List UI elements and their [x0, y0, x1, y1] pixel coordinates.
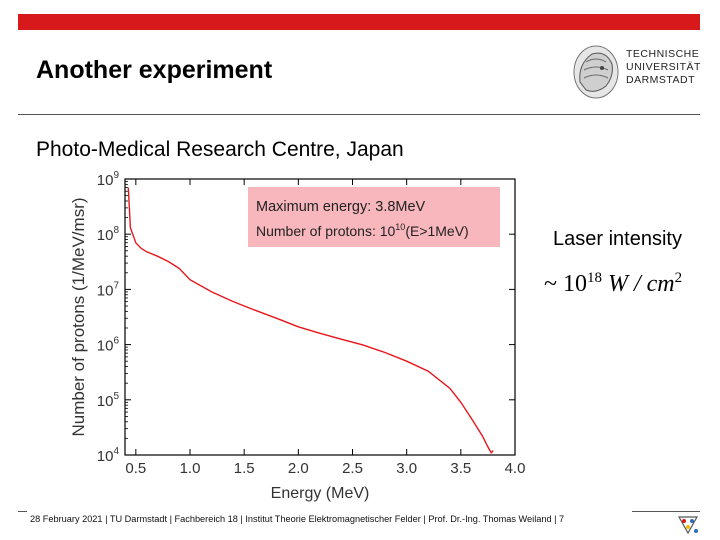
formula-unit: W / cm: [601, 271, 675, 297]
logo-line-1: TECHNISCHE: [626, 48, 700, 60]
annotation-background: [248, 187, 500, 247]
y-tick-label: 109: [97, 170, 120, 189]
header-divider: [18, 114, 700, 115]
x-tick-label: 3.5: [450, 460, 471, 477]
athena-seal-icon: [573, 45, 619, 99]
proton-spectrum-chart: 104 105 106 107 108 109 0.5 1.0 1.5 2.0 2.5 3.0 3.5…: [69, 170, 526, 502]
annotation-proton-count: Number of protons: 1010(E>1MeV): [256, 222, 469, 239]
y-tick-label: 108: [97, 225, 120, 244]
y-tick-label: 104: [97, 446, 120, 465]
formula-unit-exponent: 2: [674, 270, 683, 286]
logo-wordmark: TECHNISCHE UNIVERSITÄT DARMSTADT: [626, 48, 701, 87]
chart-annotation: Maximum energy: 3.8MeV Number of protons…: [248, 187, 500, 247]
laser-intensity-formula: ~ 1018 W / cm2: [544, 270, 682, 298]
x-tick-label: 3.0: [396, 460, 417, 477]
x-tick-label: 1.0: [180, 460, 201, 477]
university-logo: TECHNISCHE UNIVERSITÄT DARMSTADT: [566, 42, 702, 102]
proton-spectrum-line: [127, 187, 494, 454]
y-tick-label: 107: [97, 280, 120, 299]
x-tick-label: 2.0: [288, 460, 309, 477]
y-tick-label: 106: [97, 336, 120, 355]
header-accent-bar: [18, 14, 700, 30]
slide-subtitle: Photo-Medical Research Centre, Japan: [36, 138, 404, 161]
formula-exponent: 18: [586, 270, 602, 286]
x-axis-label: Energy (MeV): [271, 485, 370, 502]
formula-base: ~ 10: [544, 271, 587, 297]
x-tick-label: 4.0: [505, 460, 526, 477]
footer-divider-right: [632, 511, 700, 512]
x-tick-label: 2.5: [342, 460, 363, 477]
slide-title: Another experiment: [36, 56, 273, 84]
slide-footer: 28 February 2021 | TU Darmstadt | Fachbe…: [30, 514, 565, 524]
department-logo-icon: [677, 516, 699, 535]
footer-divider-left: [18, 511, 27, 512]
y-tick-label: 105: [97, 391, 120, 410]
y-axis-label: Number of protons (1/MeV/msr): [69, 197, 88, 436]
laser-intensity-label: Laser intensity: [553, 228, 682, 250]
x-tick-label: 0.5: [125, 460, 146, 477]
annotation-max-energy: Maximum energy: 3.8MeV: [256, 199, 426, 215]
x-tick-label: 1.5: [234, 460, 255, 477]
logo-line-3: DARMSTADT: [626, 74, 696, 86]
logo-line-2: UNIVERSITÄT: [626, 61, 701, 73]
